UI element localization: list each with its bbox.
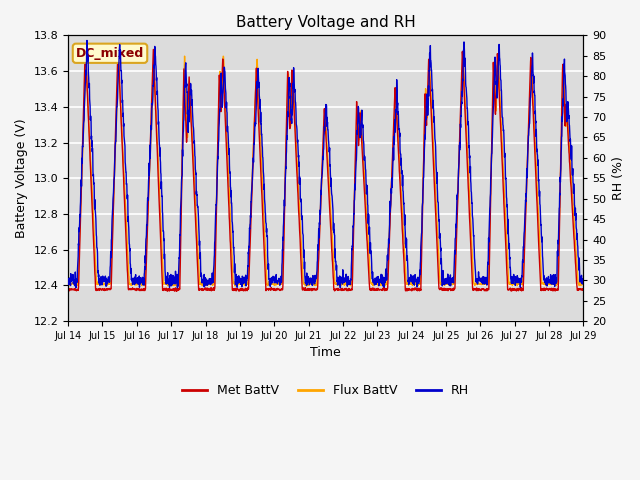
X-axis label: Time: Time: [310, 347, 341, 360]
Text: DC_mixed: DC_mixed: [76, 47, 144, 60]
Legend: Met BattV, Flux BattV, RH: Met BattV, Flux BattV, RH: [177, 379, 474, 402]
Title: Battery Voltage and RH: Battery Voltage and RH: [236, 15, 415, 30]
Y-axis label: RH (%): RH (%): [612, 156, 625, 200]
Y-axis label: Battery Voltage (V): Battery Voltage (V): [15, 119, 28, 238]
